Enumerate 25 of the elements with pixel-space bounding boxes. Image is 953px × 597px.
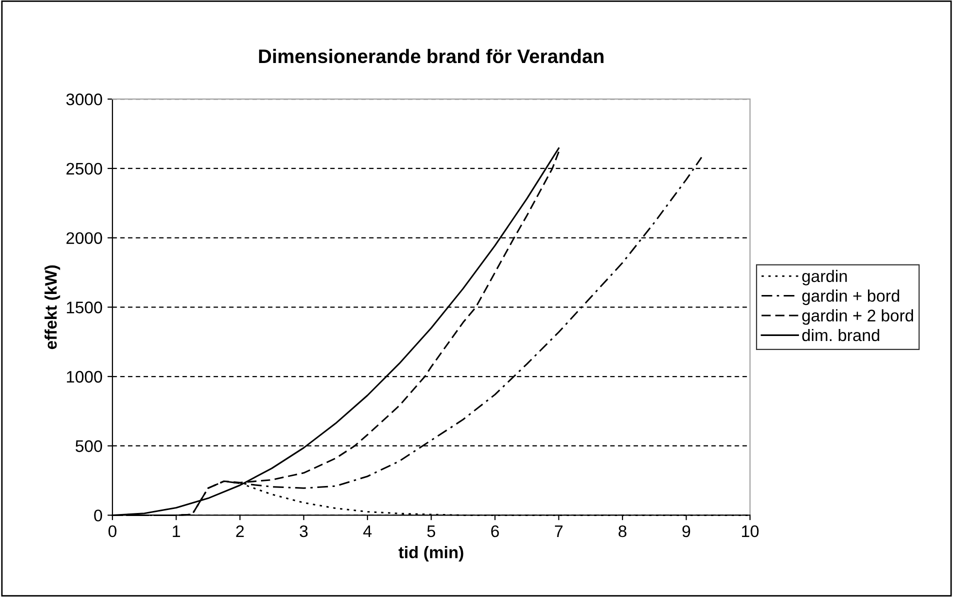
x-tick-label: 0 (108, 525, 116, 538)
y-tick-label: 1000 (66, 370, 102, 383)
x-tick-label: 3 (300, 525, 308, 538)
y-tick-label: 500 (76, 440, 102, 452)
y-tick-label: 3000 (66, 94, 102, 106)
legend-label: gardin (802, 270, 847, 286)
y-axis-title: effekt (kW) (44, 265, 60, 350)
legend-label: dim. brand (802, 328, 880, 342)
x-tick-label: 7 (554, 526, 563, 538)
y-tick-label: 2000 (66, 232, 102, 244)
x-tick-label: 4 (363, 526, 372, 538)
x-tick-label: 5 (427, 526, 436, 538)
x-tick-label: 1 (172, 526, 180, 538)
legend-label: gardin + bord (802, 290, 900, 306)
x-axis-title: tid (min) (398, 546, 464, 562)
legend-label: gardin + 2 bord (802, 309, 914, 325)
y-tick-label: 1500 (66, 302, 102, 314)
x-tick-label: 9 (682, 525, 690, 538)
x-tick-label: 2 (236, 525, 244, 538)
chart-title: Dimensionerande brand för Verandan (259, 48, 604, 64)
y-tick-label: 2500 (66, 162, 102, 175)
x-tick-label: 6 (491, 525, 499, 538)
x-tick-label: 8 (618, 525, 626, 538)
y-tick-label: 0 (94, 510, 102, 522)
x-tick-label: 10 (742, 525, 759, 538)
